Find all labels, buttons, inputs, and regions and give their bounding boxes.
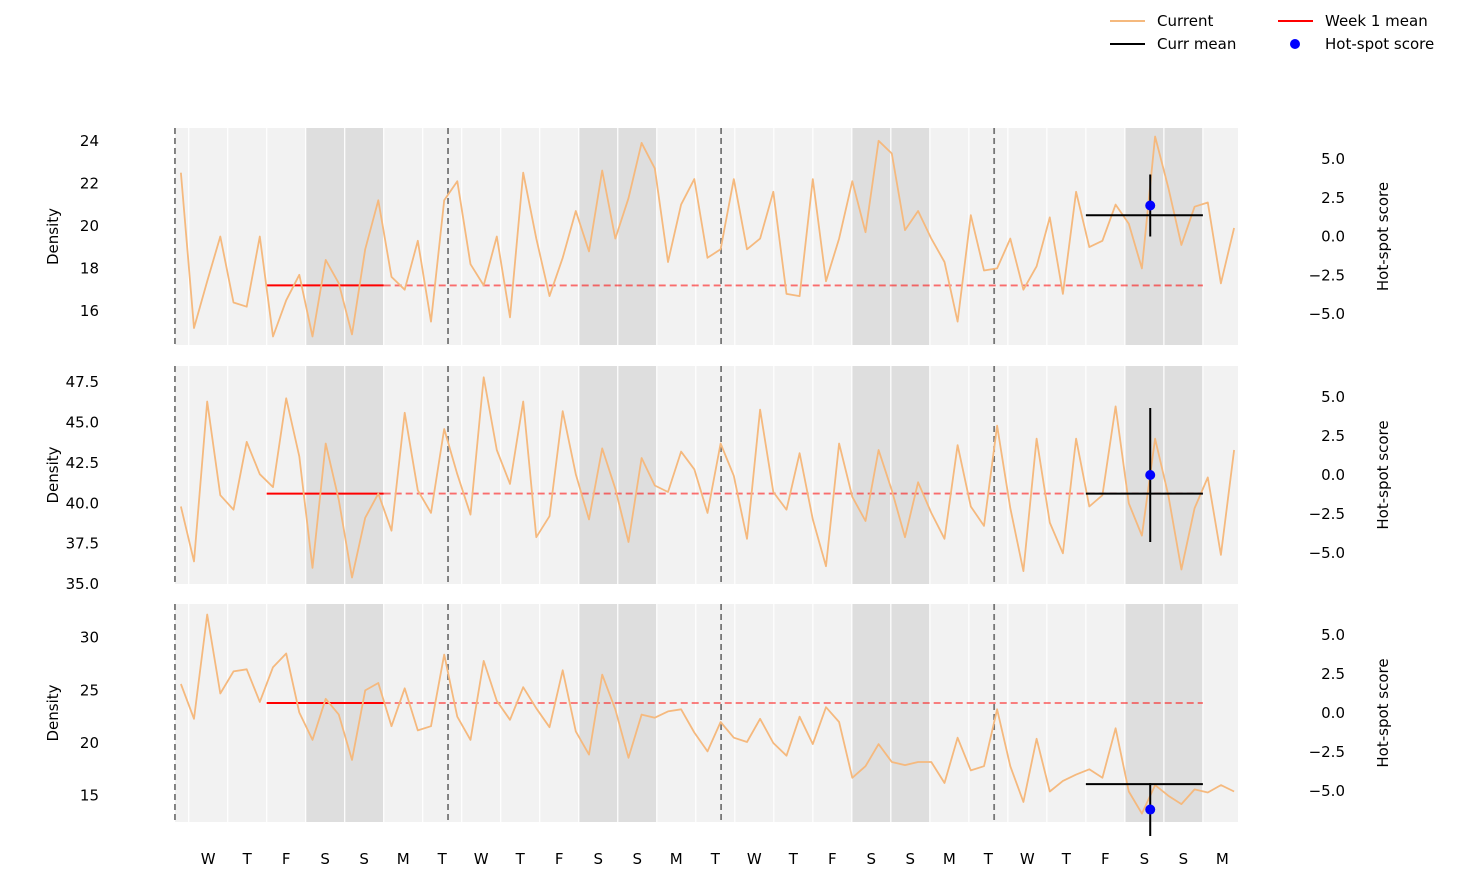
x-tick-label: T	[437, 850, 448, 868]
y2-tick-label: −2.5	[1309, 505, 1345, 523]
y2-tick-label: 0.0	[1321, 466, 1345, 484]
y-tick-label: 24	[80, 132, 99, 150]
y-tick-label: 35.0	[66, 575, 99, 593]
y-tick-label: 22	[80, 174, 99, 192]
x-tick-label: S	[359, 850, 369, 868]
y-tick-label: 47.5	[66, 373, 99, 391]
legend-hotspot-marker	[1290, 39, 1300, 49]
x-tick-label: S	[1140, 850, 1150, 868]
y-tick-label: 15	[80, 787, 99, 805]
hotspot-score-point	[1145, 200, 1156, 211]
x-tick-label: F	[1101, 850, 1110, 868]
legend-label: Week 1 mean	[1325, 12, 1428, 30]
y2-tick-label: 2.5	[1321, 427, 1345, 445]
x-tick-label: F	[282, 850, 291, 868]
panels: 16 18 20 22 24 −5.0 −2.5 0.0 2.5 5.0 Density Hot-sp…	[44, 128, 1392, 837]
hotspot-score-point	[1145, 804, 1156, 815]
x-tick-label: S	[1179, 850, 1189, 868]
legend-label: Curr mean	[1157, 35, 1236, 53]
y2-axis-label: Hot-spot score	[1374, 658, 1392, 767]
x-tick-label: S	[867, 850, 877, 868]
x-tick-label: M	[1216, 850, 1229, 868]
current-series-line	[180, 135, 1235, 338]
x-tick-label: M	[943, 850, 956, 868]
panel-1: 16 18 20 22 24 −5.0 −2.5 0.0 2.5 5.0 Density Hot-sp…	[44, 128, 1392, 345]
x-tick-label: T	[515, 850, 526, 868]
y-tick-label: 45.0	[66, 414, 99, 432]
x-tick-label: W	[201, 850, 216, 868]
x-tick-label: W	[474, 850, 489, 868]
x-tick-label: S	[906, 850, 916, 868]
legend: Current Curr mean Week 1 mean Hot-spot scor…	[1110, 12, 1434, 53]
y2-tick-label: 5.0	[1321, 388, 1345, 406]
y2-tick-label: 0.0	[1321, 228, 1345, 246]
y-tick-label: 40.0	[66, 494, 99, 512]
x-tick-label: M	[397, 850, 410, 868]
x-tick-label: W	[747, 850, 762, 868]
y-tick-label: 20	[80, 734, 99, 752]
y2-tick-label: 2.5	[1321, 189, 1345, 207]
current-series-line	[180, 613, 1235, 815]
current-series-line	[180, 376, 1235, 579]
y2-axis-label: Hot-spot score	[1374, 182, 1392, 291]
x-tick-label: W	[1020, 850, 1035, 868]
y2-tick-label: −2.5	[1309, 266, 1345, 284]
x-tick-label: F	[555, 850, 564, 868]
y-tick-label: 37.5	[66, 535, 99, 553]
x-tick-label: S	[320, 850, 330, 868]
y-axis-label: Density	[44, 208, 62, 265]
y2-tick-label: 5.0	[1321, 626, 1345, 644]
x-tick-label: T	[1061, 850, 1072, 868]
legend-label: Hot-spot score	[1325, 35, 1434, 53]
y2-tick-label: −5.0	[1309, 782, 1345, 800]
y2-axis-label: Hot-spot score	[1374, 420, 1392, 529]
x-tick-label: T	[710, 850, 721, 868]
y-tick-label: 30	[80, 629, 99, 647]
x-tick-label: S	[593, 850, 603, 868]
y-tick-label: 18	[80, 259, 99, 277]
y-axis-label: Density	[44, 446, 62, 503]
hotspot-score-point	[1145, 470, 1156, 480]
y2-tick-label: −5.0	[1309, 305, 1345, 323]
y-tick-label: 20	[80, 217, 99, 235]
x-tick-label: T	[242, 850, 253, 868]
x-tick-label: F	[828, 850, 837, 868]
y2-tick-label: 0.0	[1321, 704, 1345, 722]
y2-tick-label: −5.0	[1309, 544, 1345, 562]
y-axis-label: Density	[44, 684, 62, 741]
y-tick-label: 42.5	[66, 454, 99, 472]
y-tick-label: 25	[80, 681, 99, 699]
x-tick-label: T	[983, 850, 994, 868]
panel-3: 15 20 25 30 −5.0 −2.5 0.0 2.5 5.0 Density Hot-spot…	[44, 604, 1392, 837]
panel-2: 35.0 37.5 40.0 42.5 45.0 47.5 −5.0 −2.5 0.0 2.5 5.…	[44, 366, 1392, 593]
legend-label: Current	[1157, 12, 1213, 30]
x-tick-label: M	[670, 850, 683, 868]
y-tick-label: 16	[80, 302, 99, 320]
x-tick-label: S	[632, 850, 642, 868]
x-tick-label: T	[788, 850, 799, 868]
y2-tick-label: 2.5	[1321, 665, 1345, 683]
y2-tick-label: −2.5	[1309, 743, 1345, 761]
y2-tick-label: 5.0	[1321, 150, 1345, 168]
